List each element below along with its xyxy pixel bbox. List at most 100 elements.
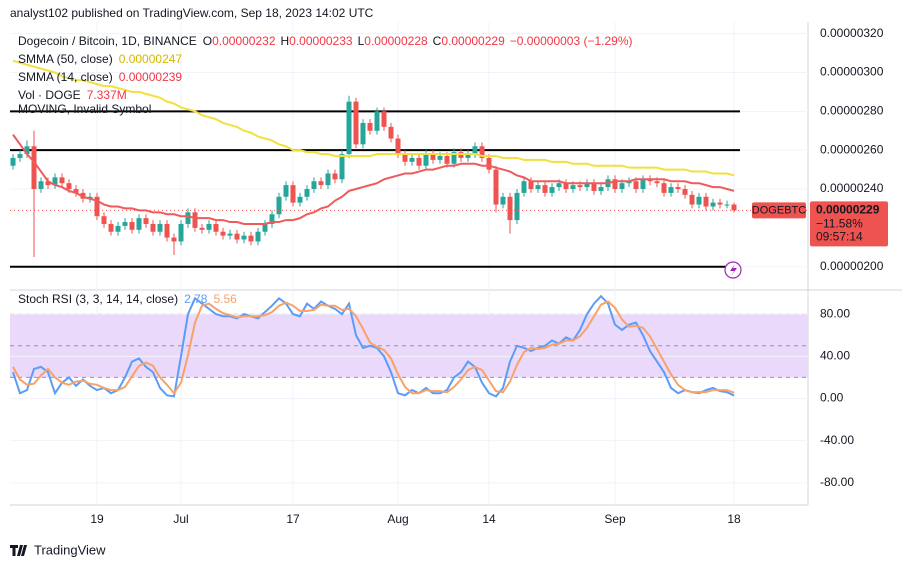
y-tick-label: 0.00000320 <box>820 26 884 40</box>
candle-body <box>122 222 128 226</box>
candle-body <box>129 222 135 230</box>
y-tick-label: 0.00 <box>820 391 844 405</box>
candle-body <box>38 181 44 190</box>
candle-body <box>542 185 548 193</box>
candle-body <box>500 196 506 205</box>
plot: 19 Jul 17 Aug 14 Sep 18 0.00000320 0.00000300 0.0… <box>10 22 884 526</box>
x-tick-label: 19 <box>90 512 104 526</box>
candle-body <box>157 223 163 232</box>
candle-body <box>52 177 58 186</box>
symbol-title: Dogecoin / Bitcoin, 1D, BINANCE <box>18 34 197 48</box>
candle-body <box>318 181 324 186</box>
l-value: 0.00000228 <box>364 34 428 48</box>
candle-body <box>451 152 457 164</box>
candle-body <box>633 181 639 190</box>
candle-body <box>535 185 541 190</box>
candle-body <box>640 179 646 190</box>
candle-body <box>570 185 576 190</box>
candle-body <box>556 183 562 188</box>
candle-body <box>24 146 30 155</box>
x-tick-label: Sep <box>604 512 626 526</box>
candle-body <box>703 196 709 207</box>
volume-value: 7.337M <box>87 88 127 102</box>
candle-body <box>668 187 674 193</box>
candle-body <box>73 189 79 193</box>
candle-body <box>416 157 422 166</box>
candle-body <box>143 218 149 224</box>
y-tick-label: 0.00000280 <box>820 104 884 118</box>
candle-body <box>472 146 478 155</box>
legend-row: SMMA (14, close) 0.00000239 <box>18 70 182 84</box>
x-tick-label: 18 <box>727 512 741 526</box>
candle-body <box>17 154 23 158</box>
candle-body <box>710 202 716 207</box>
h-label: H <box>281 34 290 48</box>
footer: TradingView <box>10 542 106 557</box>
line-series <box>12 59 735 177</box>
sma50-name: SMMA (50, close) <box>18 52 113 66</box>
candle-body <box>689 194 695 205</box>
y-tick-label: 40.00 <box>820 348 850 362</box>
candle-body <box>619 183 625 190</box>
o-value: 0.00000232 <box>212 34 276 48</box>
candle-body <box>493 169 499 205</box>
candle-body <box>199 227 205 230</box>
candle-body <box>675 187 681 190</box>
candle-body <box>234 233 240 240</box>
candle-body <box>192 212 198 228</box>
o-label: O <box>203 34 212 48</box>
symbol-tag <box>752 202 806 219</box>
candle-body <box>185 212 191 224</box>
candle-body <box>66 183 72 190</box>
candle-body <box>227 233 233 236</box>
candle-body <box>591 183 597 191</box>
candle-body <box>682 189 688 195</box>
candle-body <box>297 196 303 203</box>
candle-body <box>563 183 569 190</box>
candle-body <box>45 181 51 186</box>
candle-body <box>339 154 345 180</box>
brand: TradingView <box>34 542 106 557</box>
candle-body <box>332 173 338 180</box>
candle-body <box>395 138 401 155</box>
candle-body <box>661 183 667 193</box>
candle-body <box>150 223 156 232</box>
candle-body <box>325 173 331 186</box>
candle-body <box>94 196 100 217</box>
candle-body <box>381 111 387 127</box>
candle-body <box>31 146 37 190</box>
candle-body <box>101 216 107 224</box>
candle-body <box>374 111 380 131</box>
sma14-name: SMMA (14, close) <box>18 70 113 84</box>
candle-body <box>598 187 604 191</box>
y-tick-label: 0.00000260 <box>820 142 884 156</box>
candle-body <box>514 192 520 221</box>
replay-icon <box>724 261 742 279</box>
candle-body <box>262 223 268 232</box>
candle-body <box>731 204 737 211</box>
c-value: 0.00000229 <box>441 34 505 48</box>
candle-body <box>423 154 429 166</box>
candle-body <box>367 122 373 131</box>
y-tick-label: -80.00 <box>820 475 854 489</box>
candle-body <box>248 235 254 242</box>
line-series <box>12 294 735 398</box>
legend: Dogecoin / Bitcoin, 1D, BINANCE O0.000002… <box>18 34 633 306</box>
legend-row: Dogecoin / Bitcoin, 1D, BINANCE O0.000002… <box>18 34 633 48</box>
candle-body <box>213 223 219 232</box>
y-tick-label: 80.00 <box>820 306 850 320</box>
price-tag-change: −11.58% <box>816 217 863 231</box>
price-tag-value: 0.00000229 <box>816 203 880 217</box>
candle-body <box>724 204 730 206</box>
candle-body <box>220 231 226 236</box>
y-tick-label: -40.00 <box>820 433 854 447</box>
candle-body <box>346 101 352 155</box>
candle-body <box>430 154 436 160</box>
candle-body <box>402 154 408 162</box>
candle-body <box>654 181 660 184</box>
invalid-indicator: MOVING, Invalid Symbol <box>18 102 151 116</box>
candle-body <box>584 183 590 188</box>
candle-body <box>444 156 450 164</box>
